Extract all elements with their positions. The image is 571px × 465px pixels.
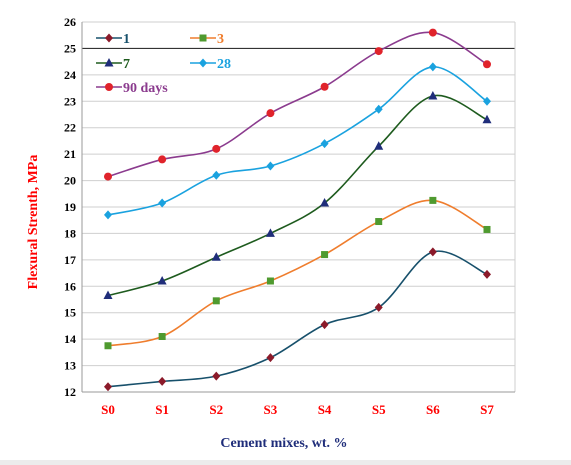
data-point-7 bbox=[157, 276, 167, 285]
data-point-28 bbox=[212, 170, 221, 180]
x-tick-label: S7 bbox=[480, 402, 494, 417]
data-point-3 bbox=[429, 196, 437, 204]
data-point-28 bbox=[266, 161, 275, 171]
data-point-7 bbox=[428, 91, 438, 100]
y-tick-label: 26 bbox=[64, 15, 76, 29]
data-point-1 bbox=[320, 320, 329, 330]
data-point-7 bbox=[211, 252, 221, 261]
data-point-3 bbox=[104, 342, 112, 350]
y-tick-label: 17 bbox=[64, 253, 76, 267]
data-point-3 bbox=[266, 277, 274, 285]
y-tick-label: 24 bbox=[64, 68, 76, 82]
y-tick-label: 22 bbox=[64, 121, 76, 135]
x-tick-label: S5 bbox=[372, 402, 386, 417]
legend-marker-7 bbox=[104, 58, 114, 67]
data-point-28 bbox=[158, 198, 167, 208]
x-tick-label: S2 bbox=[209, 402, 223, 417]
data-point-1 bbox=[483, 269, 491, 279]
x-tick-label: S4 bbox=[318, 402, 332, 417]
x-tick-label: S6 bbox=[426, 402, 440, 417]
y-axis-title: Flexural Strenth, MPa bbox=[26, 155, 41, 290]
data-point-3 bbox=[483, 225, 491, 233]
y-tick-label: 15 bbox=[64, 306, 76, 320]
data-point-90-days bbox=[212, 144, 221, 153]
data-point-90-days bbox=[158, 155, 167, 164]
data-point-1 bbox=[428, 247, 437, 257]
series-line-3 bbox=[107, 199, 488, 347]
legend-label-3: 3 bbox=[217, 32, 224, 47]
y-tick-label: 21 bbox=[64, 147, 76, 161]
data-point-7 bbox=[265, 228, 275, 237]
data-point-7 bbox=[374, 141, 384, 150]
data-point-90-days bbox=[104, 172, 112, 181]
y-tick-label: 23 bbox=[64, 94, 76, 108]
y-tick-label: 20 bbox=[64, 174, 76, 188]
data-point-3 bbox=[321, 251, 329, 259]
data-point-3 bbox=[375, 218, 383, 226]
data-point-28 bbox=[104, 210, 112, 220]
y-tick-label: 19 bbox=[64, 200, 76, 214]
bottom-strip bbox=[0, 460, 571, 465]
data-point-90-days bbox=[483, 60, 491, 69]
data-point-1 bbox=[212, 371, 221, 381]
legend-marker-1 bbox=[105, 33, 113, 43]
x-tick-label: S3 bbox=[264, 402, 278, 417]
y-tick-label: 16 bbox=[64, 279, 76, 293]
data-point-28 bbox=[428, 62, 437, 72]
legend-label-1: 1 bbox=[123, 32, 130, 47]
data-point-1 bbox=[158, 376, 167, 386]
data-point-7 bbox=[482, 114, 492, 124]
data-point-28 bbox=[320, 139, 329, 149]
data-point-7 bbox=[320, 198, 330, 207]
x-tick-label: S1 bbox=[155, 402, 169, 417]
legend-marker-28 bbox=[199, 58, 207, 68]
legend-label-7: 7 bbox=[123, 57, 130, 72]
data-point-3 bbox=[158, 333, 166, 340]
series-markers bbox=[103, 28, 492, 392]
data-point-1 bbox=[266, 353, 275, 363]
x-tick-label: S0 bbox=[101, 402, 115, 417]
y-tick-label: 12 bbox=[64, 385, 76, 399]
data-point-1 bbox=[374, 302, 383, 312]
y-tick-label: 14 bbox=[64, 332, 76, 346]
y-tick-label: 25 bbox=[64, 41, 76, 55]
legend-label-28: 28 bbox=[217, 57, 231, 72]
y-tick-label: 18 bbox=[64, 226, 76, 240]
data-point-90-days bbox=[320, 82, 329, 91]
data-point-90-days bbox=[266, 109, 275, 118]
legend-marker-90-days bbox=[105, 83, 113, 91]
data-point-3 bbox=[212, 297, 220, 305]
legend-marker-3 bbox=[199, 34, 207, 42]
x-axis-title: Cement mixes, wt. % bbox=[220, 436, 347, 451]
data-point-28 bbox=[374, 104, 383, 114]
legend: 1 3 7 28 90 days bbox=[96, 32, 231, 96]
data-point-28 bbox=[483, 96, 491, 106]
data-point-7 bbox=[103, 290, 113, 300]
data-point-1 bbox=[104, 382, 112, 392]
y-tick-label: 13 bbox=[64, 359, 76, 373]
data-point-90-days bbox=[374, 47, 383, 56]
data-point-90-days bbox=[428, 28, 437, 37]
legend-label-90-days: 90 days bbox=[123, 81, 168, 96]
